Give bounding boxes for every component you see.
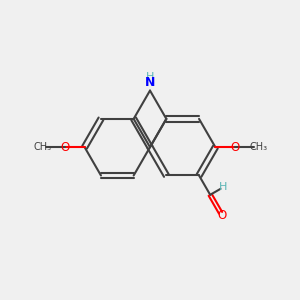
Text: O: O (61, 141, 70, 154)
Text: N: N (145, 76, 155, 89)
Text: O: O (230, 141, 239, 154)
Text: CH₃: CH₃ (249, 142, 268, 152)
Text: CH₃: CH₃ (34, 142, 52, 152)
Text: H: H (146, 72, 154, 82)
Text: O: O (218, 209, 227, 222)
Text: H: H (219, 182, 227, 192)
